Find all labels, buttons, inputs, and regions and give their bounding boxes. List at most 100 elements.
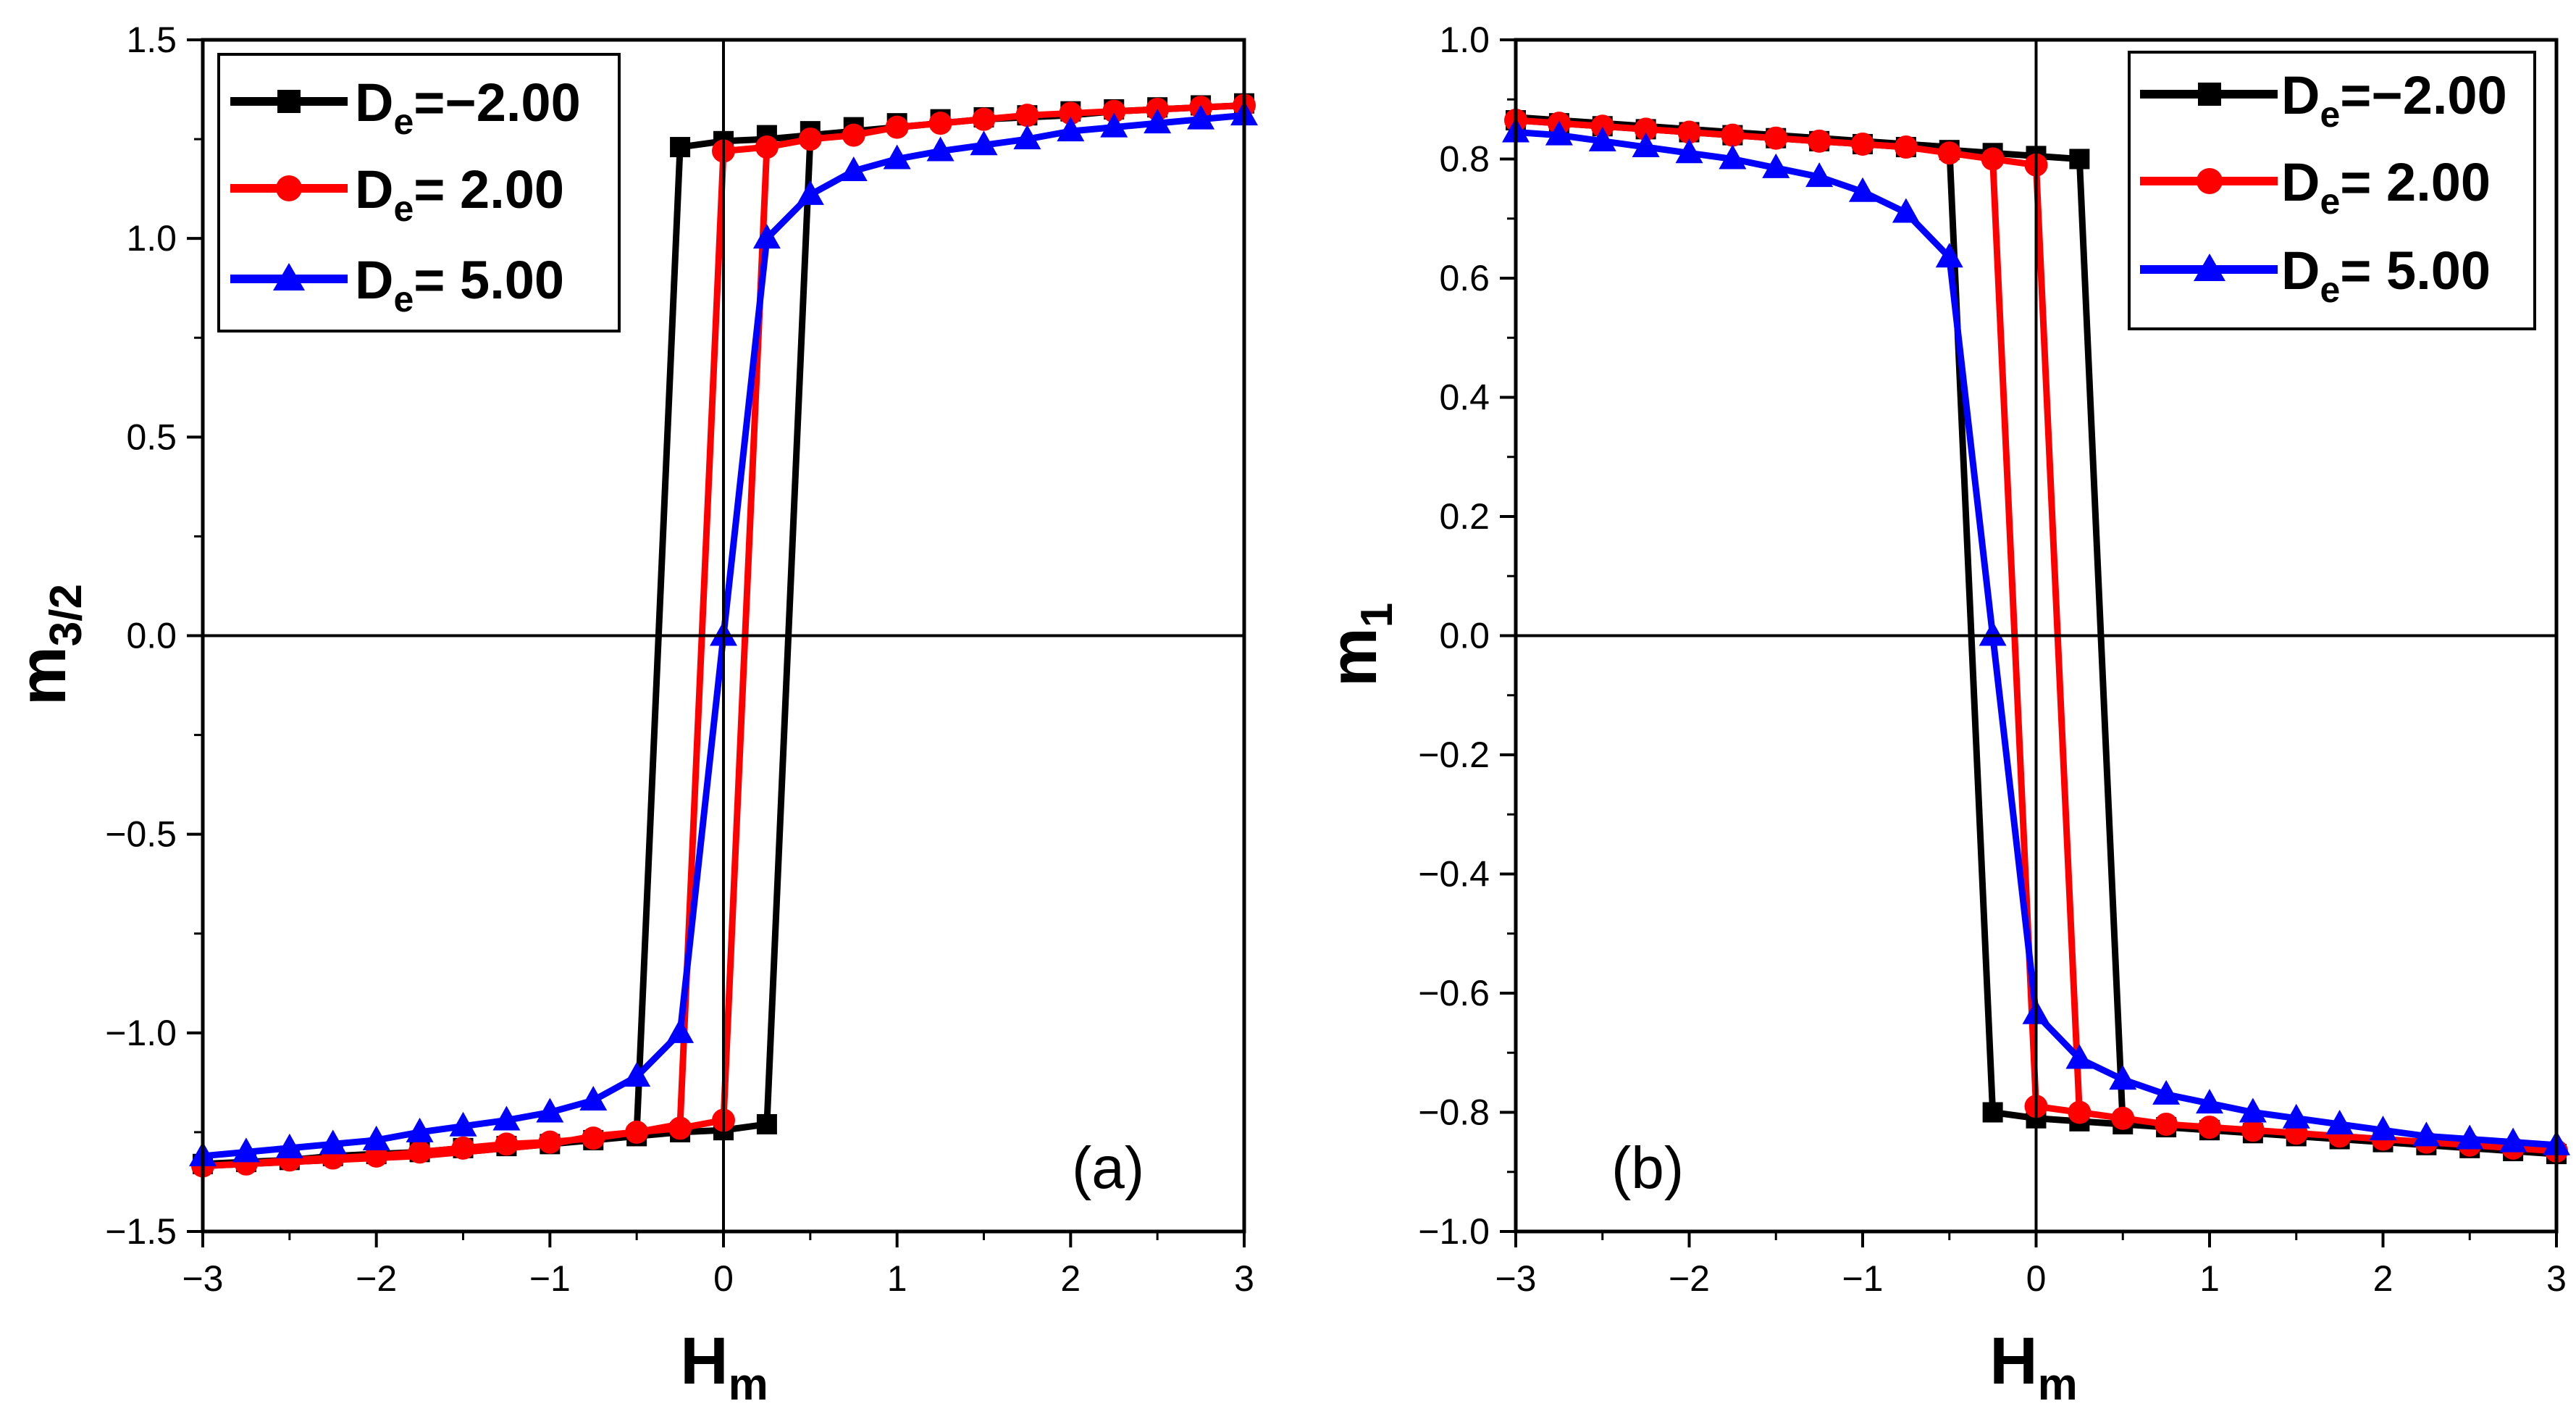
panel-b-series-3-marker (2499, 1127, 2527, 1153)
panel-a-y-tick-label: 1.5 (126, 20, 177, 60)
panel-b-series-3-marker (1675, 138, 1703, 164)
panel-a-x-tick-label: −3 (182, 1258, 223, 1299)
panel-a-y-tick-label: −1.0 (105, 1013, 177, 1053)
panel-a-series-3-marker (536, 1097, 564, 1123)
legend-b1-value: =−2.00 (2340, 65, 2506, 125)
panel-b-series-2-marker (1981, 147, 2005, 171)
svg-text:De= 5.00: De= 5.00 (2281, 241, 2491, 310)
panel-b-legend: De=−2.00 De= 2.00 De= 5.00 (2128, 51, 2536, 330)
panel-a-series-3-marker (579, 1086, 608, 1111)
panel-b-series-3-marker (1588, 126, 1616, 151)
panel-a-series-3-marker (406, 1117, 434, 1142)
panel-b-series-2-marker (1851, 132, 1874, 156)
panel-a-series-3-marker (1144, 109, 1172, 134)
panel-b-y-tick-label: −1.0 (1418, 1211, 1490, 1252)
panel-b-series-2-marker (2241, 1118, 2265, 1142)
legend-a3-sub: e (393, 279, 414, 319)
panel-a-series-2-marker (972, 107, 996, 131)
panel-b-y-tick-label: 0.0 (1439, 616, 1490, 656)
panel-a-series-3-marker (970, 130, 998, 156)
panel-b-series-2-marker (1894, 135, 1918, 159)
svg-text:De= 2.00: De= 2.00 (355, 159, 564, 229)
panel-a-series-3-marker (449, 1111, 477, 1137)
panel-b-series-3-marker (2152, 1079, 2181, 1105)
panel-b-series-3-marker (1632, 133, 1660, 158)
panel-a-series-2-marker (842, 123, 865, 147)
panel-a-series-3-marker (1187, 104, 1215, 130)
panel-b-series-2-marker (2111, 1106, 2135, 1130)
panel-b-x-tick-label: 3 (2546, 1258, 2567, 1299)
panel-b-legend-entry-2: De= 2.00 (2140, 152, 2491, 222)
panel-a-series-2-marker (668, 1116, 692, 1140)
panel-a-series-2-marker (1059, 101, 1083, 125)
panel-a-x-axis-label: Hm (680, 1324, 768, 1410)
panel-a-series-3-marker (362, 1125, 390, 1150)
panel-b-series-3-marker (2282, 1103, 2310, 1129)
legend-a2-main: D (355, 159, 393, 219)
panel-b-series-2-marker (2155, 1112, 2178, 1136)
panel-a-series-1-marker (756, 1113, 777, 1134)
panel-a-series-3-marker (1057, 117, 1085, 142)
panel-a-series-3-marker (319, 1129, 347, 1155)
panel-b-label: (b) (1611, 1135, 1684, 1201)
panel-a-series-3-marker (275, 1133, 303, 1158)
panel-b-y-tick-label: 0.8 (1439, 139, 1490, 180)
panel-a-series-3-marker (1100, 112, 1128, 138)
panel-b-x-axis-label: Hm (1989, 1324, 2078, 1410)
legend-b2-sub: e (2320, 181, 2340, 222)
legend-a3-value: = 5.00 (414, 250, 564, 310)
panel-b-series-3-marker (2325, 1109, 2354, 1134)
panel-b-series-3-marker (1805, 162, 1834, 188)
panel-b-series-2-marker (1721, 123, 1745, 147)
panel-b-series-2-marker (1634, 117, 1658, 141)
panel-a-y-tick-label: −0.5 (105, 814, 177, 855)
panel-b-y-tick-label: 0.2 (1439, 496, 1490, 537)
panel-b-series-2-marker (1808, 129, 1832, 153)
panel-a-series-3-marker (883, 144, 911, 170)
panel-b-y-tick-label: −0.6 (1418, 973, 1490, 1013)
panel-b-legend-entry-3: De= 5.00 (2140, 241, 2491, 310)
panel-a-series (189, 93, 1258, 1178)
panel-b-y-tick-label: 0.6 (1439, 258, 1490, 298)
legend-b2-main: D (2281, 152, 2320, 212)
panel-b-ticks: −3 −2 −1 0 1 2 3 −1.0 −0.8 −0.6 −0.4 −0.2 0.0 0.2 0.4 0… (1418, 20, 2567, 1299)
panel-a-series-2-marker (625, 1120, 649, 1144)
legend-b1-sub: e (2320, 94, 2340, 135)
panel-b-series-3-marker (2109, 1065, 2137, 1090)
panel-b-series-2-marker (1677, 120, 1701, 144)
panel-a-series-2-marker (755, 135, 779, 159)
panel-a-ticks: −3 −2 −1 0 1 2 3 −1.5 −1.0 −0.5 0.0 0.5 1.0 1.5 (105, 20, 1254, 1299)
legend-a2-value: = 2.00 (414, 159, 564, 219)
panel-b-y-tick-label: −0.2 (1418, 735, 1490, 775)
panel-a-series-2-marker (928, 112, 952, 135)
panel-a-x-tick-label: 2 (1060, 1258, 1081, 1299)
panel-a-series-3-marker (752, 224, 781, 249)
svg-text:De=−2.00: De=−2.00 (355, 72, 581, 142)
panel-a-series-2-marker (495, 1132, 519, 1156)
legend-b2-value: = 2.00 (2340, 152, 2491, 212)
panel-a-series-2-marker (798, 127, 822, 151)
panel-a-x-tick-label: 3 (1234, 1258, 1254, 1299)
panel-a-series-3-marker (839, 156, 868, 181)
panel-a-series-3-marker (232, 1137, 260, 1163)
legend-b3-main: D (2281, 241, 2320, 301)
panel-b-y-tick-label: −0.8 (1418, 1092, 1490, 1133)
legend-a3-main: D (355, 250, 393, 310)
panel-a-y-tick-label: 1.0 (126, 218, 177, 259)
panel-b-series-2-marker (2068, 1100, 2092, 1124)
panel-b-series-3-marker (1979, 621, 2007, 646)
panel-b-series-2-marker (1937, 141, 1961, 165)
panel-a-series-2-marker (1102, 99, 1126, 123)
panel-b-series-3-marker (2196, 1089, 2223, 1114)
svg-text:De= 2.00: De= 2.00 (2281, 152, 2491, 222)
panel-a-series-2-marker (1015, 104, 1039, 127)
panel-a-y-axis-label: m3/2 (6, 584, 91, 706)
svg-text:De=−2.00: De=−2.00 (2281, 65, 2507, 135)
panel-a-y-tick-label: −1.5 (105, 1211, 177, 1252)
panel-a-x-tick-label: −2 (356, 1258, 397, 1299)
panel-a-series-2-marker (538, 1130, 562, 1154)
panel-a-series-1-marker (670, 137, 691, 158)
panel-b-series-3-marker (2369, 1116, 2397, 1141)
panel-b-series-3-marker (1545, 120, 1573, 146)
